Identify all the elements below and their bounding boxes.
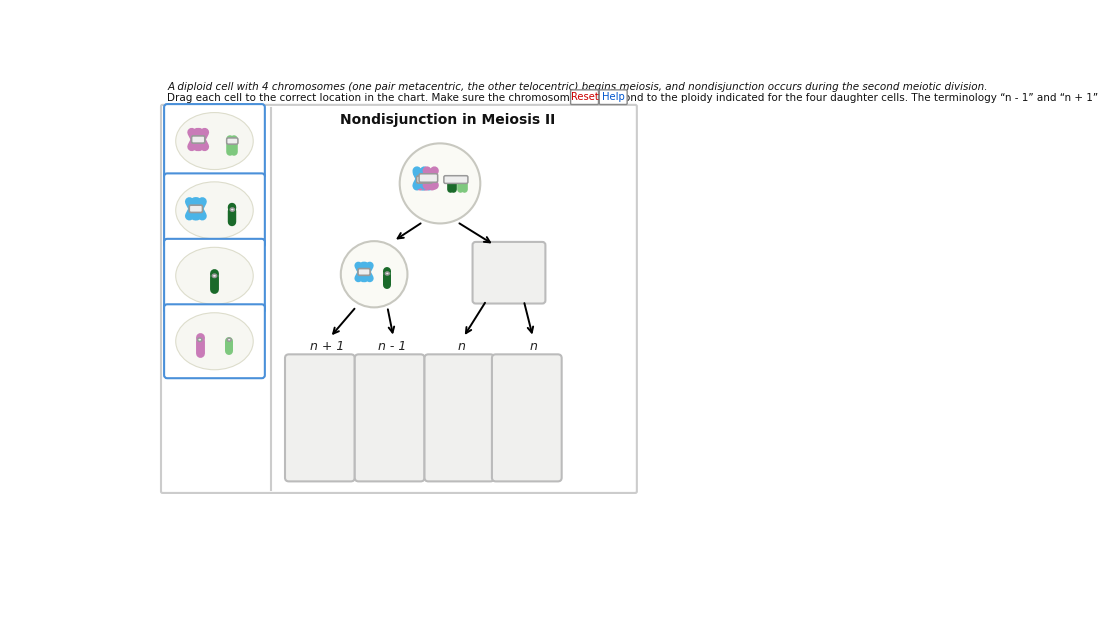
Ellipse shape: [197, 338, 202, 341]
Text: n: n: [529, 340, 537, 353]
Ellipse shape: [233, 140, 236, 142]
Text: n - 1: n - 1: [378, 340, 407, 353]
Ellipse shape: [175, 182, 253, 239]
FancyBboxPatch shape: [444, 176, 468, 183]
Ellipse shape: [175, 248, 253, 304]
Ellipse shape: [458, 178, 462, 181]
Ellipse shape: [213, 274, 217, 277]
Circle shape: [341, 241, 408, 307]
FancyBboxPatch shape: [355, 354, 424, 481]
Text: n: n: [457, 340, 466, 353]
Ellipse shape: [452, 178, 455, 181]
Ellipse shape: [449, 178, 452, 181]
FancyBboxPatch shape: [190, 205, 203, 212]
FancyBboxPatch shape: [417, 176, 430, 183]
FancyBboxPatch shape: [446, 176, 456, 183]
FancyBboxPatch shape: [358, 268, 370, 275]
Ellipse shape: [386, 272, 389, 275]
FancyBboxPatch shape: [571, 90, 598, 105]
FancyBboxPatch shape: [456, 176, 467, 183]
FancyBboxPatch shape: [424, 354, 495, 481]
Text: Help: Help: [602, 92, 625, 102]
FancyBboxPatch shape: [164, 239, 264, 312]
Ellipse shape: [175, 113, 253, 169]
FancyBboxPatch shape: [161, 105, 637, 493]
FancyBboxPatch shape: [491, 354, 562, 481]
FancyBboxPatch shape: [164, 304, 264, 378]
Text: Drag each cell to the correct location in the chart. Make sure the chromosomes c: Drag each cell to the correct location i…: [168, 93, 1102, 103]
FancyBboxPatch shape: [473, 242, 545, 304]
FancyBboxPatch shape: [285, 354, 355, 481]
Ellipse shape: [462, 178, 465, 181]
FancyBboxPatch shape: [599, 90, 627, 105]
Ellipse shape: [175, 312, 253, 370]
FancyBboxPatch shape: [419, 174, 437, 182]
FancyBboxPatch shape: [192, 136, 205, 143]
Circle shape: [400, 144, 480, 224]
Ellipse shape: [230, 208, 235, 211]
Ellipse shape: [228, 140, 233, 142]
FancyBboxPatch shape: [227, 138, 238, 144]
FancyBboxPatch shape: [164, 104, 264, 178]
FancyBboxPatch shape: [164, 173, 264, 248]
Text: n + 1: n + 1: [311, 340, 345, 353]
Ellipse shape: [227, 338, 231, 341]
Text: Reset: Reset: [571, 92, 598, 102]
FancyBboxPatch shape: [420, 176, 432, 183]
Text: Nondisjunction in Meiosis II: Nondisjunction in Meiosis II: [341, 113, 555, 127]
Text: A diploid cell with 4 chromosomes (one pair metacentric, the other telocentric) : A diploid cell with 4 chromosomes (one p…: [168, 82, 987, 92]
